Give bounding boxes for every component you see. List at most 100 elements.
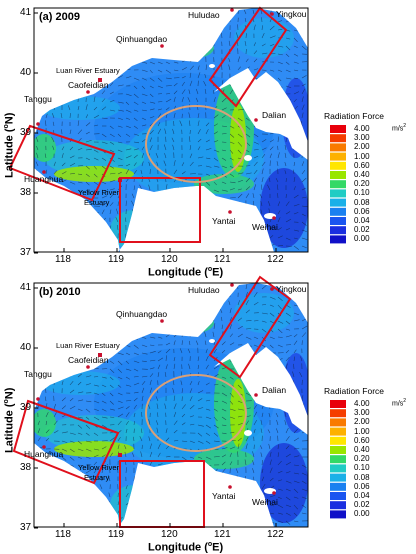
legend-unit-text: m/s <box>392 400 403 407</box>
x-axis-label-suffix: E) <box>212 542 223 554</box>
y-tick-label: 41 <box>20 282 31 293</box>
legend-unit-exponent: 2 <box>403 398 406 404</box>
legend-unit-exponent: 2 <box>403 123 406 129</box>
place-label-dalian: Dalian <box>262 110 286 120</box>
legend-level-label: 0.40 <box>354 445 370 454</box>
place-label-yantai: Yantai <box>212 216 235 226</box>
island <box>244 155 252 161</box>
legend-swatch <box>330 409 346 417</box>
x-tick-label: 122 <box>267 254 284 265</box>
legend-level-label: 3.00 <box>354 133 370 142</box>
legend-level-label: 0.06 <box>354 482 370 491</box>
legend-swatch <box>330 510 346 518</box>
legend-level-label: 1.00 <box>354 152 370 161</box>
y-tick-label: 38 <box>20 187 31 198</box>
panel-label: (a) 2009 <box>39 11 80 23</box>
x-tick-label: 119 <box>108 254 124 265</box>
place-label-yellow2: Estuary <box>84 198 109 207</box>
legend-swatch <box>330 446 346 454</box>
legend-level-label: 0.06 <box>354 207 370 216</box>
x-tick-label: 121 <box>214 529 231 540</box>
legend-title: Radiation Force <box>324 111 384 121</box>
legend-level-label: 3.00 <box>354 408 370 417</box>
place-label-dalian: Dalian <box>262 385 286 395</box>
city-marker-caofeidian <box>86 365 90 369</box>
force-patch <box>230 379 246 447</box>
x-tick-label: 118 <box>55 254 71 265</box>
legend-swatch <box>330 501 346 509</box>
legend-swatch <box>330 474 346 482</box>
city-marker-weihai <box>272 216 276 220</box>
place-label-huanghua: Huanghua <box>24 449 63 459</box>
legend-swatch <box>330 226 346 234</box>
place-label-luan: Luan River Estuary <box>56 341 120 350</box>
y-axis-label-prefix: Latitude ( <box>4 404 16 454</box>
legend-swatch <box>330 217 346 225</box>
island <box>209 339 215 343</box>
legend-swatch <box>330 162 346 170</box>
y-tick-label: 40 <box>20 67 31 78</box>
y-axis-label-suffix: N) <box>4 388 16 400</box>
legend-level-label: 0.10 <box>354 463 370 472</box>
legend-level-label: 2.00 <box>354 417 370 426</box>
place-label-huanghua: Huanghua <box>24 174 63 184</box>
x-axis-label-prefix: Longitude ( <box>148 542 208 554</box>
legend-swatch <box>330 464 346 472</box>
place-label-yellow2: Estuary <box>84 473 109 482</box>
island <box>244 430 252 436</box>
place-label-weihai: Weihai <box>252 497 278 507</box>
x-tick-label: 118 <box>55 529 71 540</box>
place-label-yantai: Yantai <box>212 491 235 501</box>
y-axis-label-prefix: Latitude ( <box>4 129 16 179</box>
city-marker-huludao <box>230 8 234 12</box>
legend-level-label: 0.00 <box>354 509 370 518</box>
legend-swatch <box>330 428 346 436</box>
place-label-yingkou: Yingkou <box>276 284 306 294</box>
y-tick-label: 38 <box>20 462 31 473</box>
city-marker-yellow <box>118 453 122 457</box>
legend-level-label: 4.00 <box>354 399 370 408</box>
legend-swatch <box>330 437 346 445</box>
legend-unit: m/s2 <box>392 398 406 407</box>
legend-level-label: 0.08 <box>354 198 370 207</box>
force-patch <box>234 293 294 333</box>
legend-level-label: 0.10 <box>354 188 370 197</box>
city-marker-yingkou <box>270 287 274 291</box>
plot-area <box>10 8 310 253</box>
panel-label: (b) 2010 <box>39 286 81 298</box>
y-tick-label: 39 <box>20 402 31 413</box>
city-marker-dalian <box>254 118 258 122</box>
place-label-yellow1: Yellow River <box>78 188 119 197</box>
force-patch <box>234 18 294 58</box>
legend-level-label: 0.08 <box>354 473 370 482</box>
place-label-qinhuangdao: Qinhuangdao <box>116 34 167 44</box>
city-marker-qinhuangdao <box>160 44 164 48</box>
city-marker-yellow <box>118 178 122 182</box>
place-label-qinhuangdao: Qinhuangdao <box>116 309 167 319</box>
legend-swatch <box>330 153 346 161</box>
y-axis-label-degree: o <box>3 399 10 403</box>
city-marker-yantai <box>228 485 232 489</box>
force-patch <box>230 104 246 172</box>
legend-swatch <box>330 483 346 491</box>
legend-swatch <box>330 455 346 463</box>
y-tick-label: 41 <box>20 7 31 18</box>
legend-swatch <box>330 143 346 151</box>
force-patch <box>32 409 56 437</box>
legend-swatch <box>330 134 346 142</box>
place-label-caofeidian: Caofeidian <box>68 355 109 365</box>
y-axis-label: Latitude (oN) <box>3 113 16 178</box>
x-tick-label: 119 <box>108 529 124 540</box>
legend-level-label: 1.00 <box>354 427 370 436</box>
legend-level-label: 0.20 <box>354 179 370 188</box>
city-marker-qinhuangdao <box>160 319 164 323</box>
legend-unit: m/s2 <box>392 123 406 132</box>
place-label-caofeidian: Caofeidian <box>68 80 109 90</box>
legend-level-label: 0.04 <box>354 216 370 225</box>
city-marker-yantai <box>228 210 232 214</box>
city-marker-tanggu <box>36 122 40 126</box>
island <box>209 64 215 68</box>
city-marker-caofeidian <box>86 90 90 94</box>
place-label-huludao: Huludao <box>188 10 220 20</box>
legend-swatch <box>330 492 346 500</box>
